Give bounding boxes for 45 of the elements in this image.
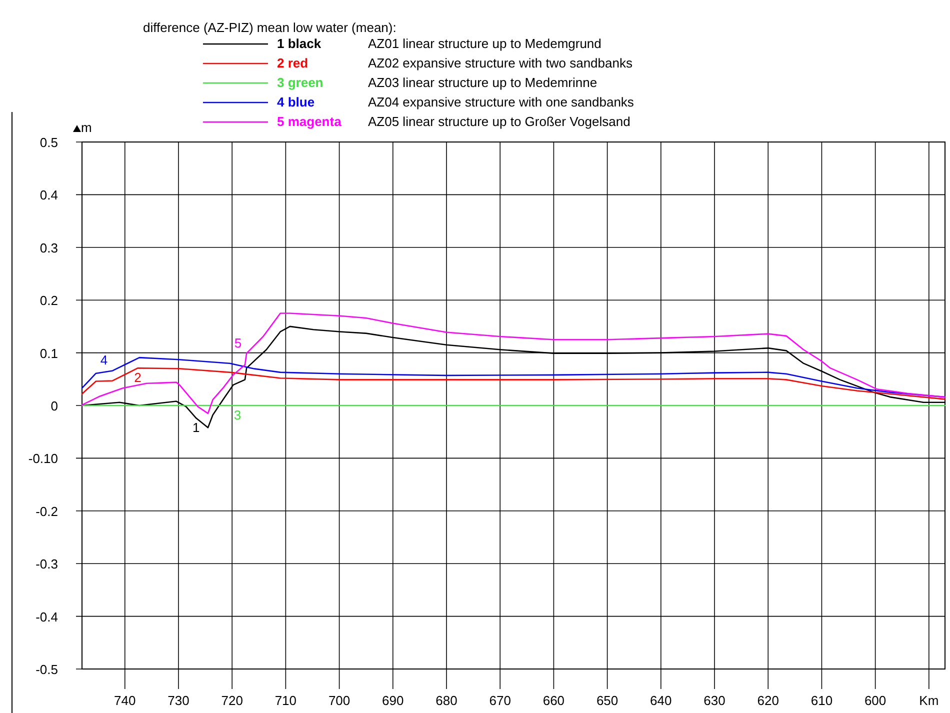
y-tick-label: 0.4 <box>40 188 58 203</box>
x-tick-label: 680 <box>436 693 458 708</box>
x-tick-label: 650 <box>596 693 618 708</box>
x-tick-label: 670 <box>489 693 511 708</box>
legend-label: 5 magenta <box>277 114 342 129</box>
x-tick-label: 710 <box>274 693 297 708</box>
x-tick-label: 700 <box>328 693 350 708</box>
x-tick-label: 690 <box>382 693 404 708</box>
y-tick-label: -0.5 <box>36 662 58 677</box>
legend-label: 1 black <box>277 36 322 51</box>
annotation: 5 <box>234 335 242 350</box>
y-tick-label: 0.3 <box>40 240 58 256</box>
x-tick-label: 720 <box>221 693 243 708</box>
text: AZ05 linear structure up to Großer Vogelsand <box>368 114 630 129</box>
line-series <box>81 367 946 400</box>
annotation: 1 <box>192 420 200 436</box>
y-tick-label: -0.4 <box>36 609 58 624</box>
legend-title: difference (AZ-PIZ) mean low water (mean): <box>143 20 396 35</box>
y-tick-label: 0.2 <box>40 293 58 308</box>
legend-label: 4 blue <box>277 94 315 110</box>
y-tick-label: -0.2 <box>36 504 58 519</box>
y-tick-label: 0.1 <box>40 346 58 361</box>
x-tick-label: 610 <box>810 693 833 708</box>
legend-label: 2 red <box>277 56 308 70</box>
text: AZ04 expansive structure with one sandbanks <box>368 94 634 110</box>
x-tick-label: 620 <box>757 693 779 708</box>
x-tick-label: Km <box>919 693 939 708</box>
x-tick-label: 730 <box>168 693 190 708</box>
x-tick-label: 660 <box>542 693 565 708</box>
annotation: 2 <box>134 370 142 386</box>
x-tick-label: 630 <box>704 693 726 708</box>
legend-label: 3 green <box>277 75 324 90</box>
annotation: 3 <box>234 408 242 422</box>
x-tick-label: 600 <box>864 693 886 708</box>
y-tick-label: -0.10 <box>28 451 58 466</box>
y-tick-label: -0.3 <box>36 556 58 572</box>
y-axis-title: m <box>81 120 92 135</box>
text: AZ03 linear structure up to Medemrinne <box>368 75 598 90</box>
y-tick-label: 0.5 <box>40 135 58 150</box>
annotation: 4 <box>100 352 108 368</box>
x-tick-label: 740 <box>114 693 136 708</box>
x-tick-label: 640 <box>650 693 672 708</box>
text: AZ02 expansive structure with two sandbanks <box>368 56 633 70</box>
y-tick-label: 0 <box>50 398 58 414</box>
text: AZ01 linear structure up to Medemgrund <box>368 36 602 51</box>
